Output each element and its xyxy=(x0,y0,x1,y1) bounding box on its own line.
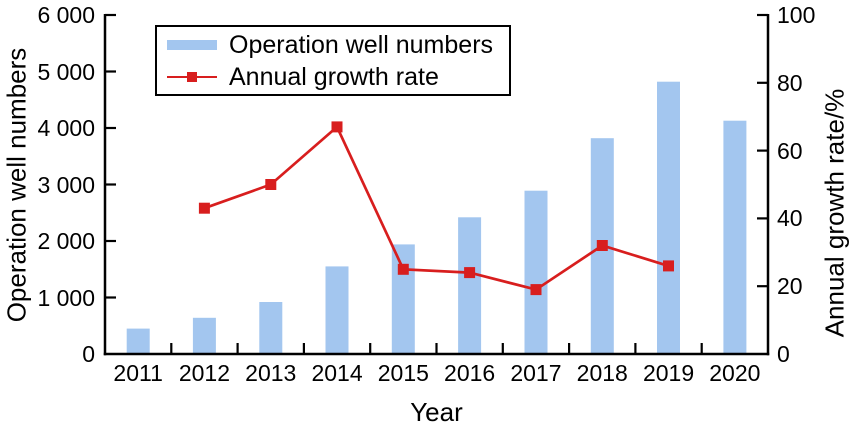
line-marker-2013 xyxy=(265,179,277,190)
line-marker-2014 xyxy=(331,121,343,133)
bar-2013 xyxy=(259,302,283,354)
bar-2017 xyxy=(524,190,548,354)
line-marker-2019 xyxy=(663,260,674,272)
left-axis-title: Operation well numbers xyxy=(1,47,32,323)
line-marker-2017 xyxy=(530,284,542,296)
x-axis-title: Year xyxy=(410,397,463,427)
legend-label-line: Annual growth rate xyxy=(229,62,439,91)
bar-2011 xyxy=(126,328,150,354)
line-marker-2018 xyxy=(596,240,608,251)
bar-2016 xyxy=(458,217,482,354)
legend-entry-line: Annual growth rate xyxy=(167,61,509,92)
right-axis-tick-label: 80 xyxy=(777,69,803,96)
right-axis-title: Annual growth rate/% xyxy=(819,88,850,338)
line-marker-swatch-icon xyxy=(167,71,217,83)
legend-entry-bars: Operation well numbers xyxy=(167,29,509,60)
line-marker-2012 xyxy=(198,202,210,214)
right-axis-tick-label: 0 xyxy=(777,341,790,367)
growth-rate-line xyxy=(203,124,669,292)
left-axis-tick-label: 4 000 xyxy=(37,115,95,141)
left-axis-tick-label: 0 xyxy=(82,341,95,367)
right-axis-tick-label: 40 xyxy=(777,205,803,232)
right-axis-tick-label: 60 xyxy=(777,137,803,164)
x-axis-tick-label: 2016 xyxy=(444,360,496,386)
right-axis-tick-label: 100 xyxy=(777,2,816,28)
bar-2014 xyxy=(325,266,349,354)
left-axis-tick-label: 2 000 xyxy=(37,228,95,254)
x-axis-tick-label: 2017 xyxy=(510,360,562,386)
left-axis-tick-label: 5 000 xyxy=(37,58,95,85)
legend: Operation well numbers Annual growth rat… xyxy=(155,25,511,96)
bar-2019 xyxy=(657,81,680,354)
line-marker-2016 xyxy=(464,267,476,279)
x-axis-tick-label: 2012 xyxy=(178,360,231,386)
left-axis-tick-label: 1 000 xyxy=(37,284,95,311)
bar-2015 xyxy=(391,244,415,354)
x-axis-tick-label: 2011 xyxy=(113,360,163,386)
legend-label-bars: Operation well numbers xyxy=(229,30,494,59)
x-axis-tick-label: 2020 xyxy=(709,360,761,386)
left-axis-tick-label: 3 000 xyxy=(37,171,95,198)
x-axis-tick-label: 2013 xyxy=(245,360,297,386)
bar-2020 xyxy=(723,120,747,354)
x-axis-tick-label: 2019 xyxy=(642,360,695,386)
x-axis-tick-label: 2018 xyxy=(576,360,628,386)
bar-swatch-icon xyxy=(167,39,217,50)
line-marker-2015 xyxy=(397,263,409,275)
left-axis-tick-label: 6 000 xyxy=(37,2,95,28)
bar-2012 xyxy=(192,317,216,354)
right-axis-tick-label: 20 xyxy=(777,273,803,300)
x-axis-tick-label: 2015 xyxy=(377,360,429,386)
x-axis-tick-label: 2014 xyxy=(311,360,363,386)
